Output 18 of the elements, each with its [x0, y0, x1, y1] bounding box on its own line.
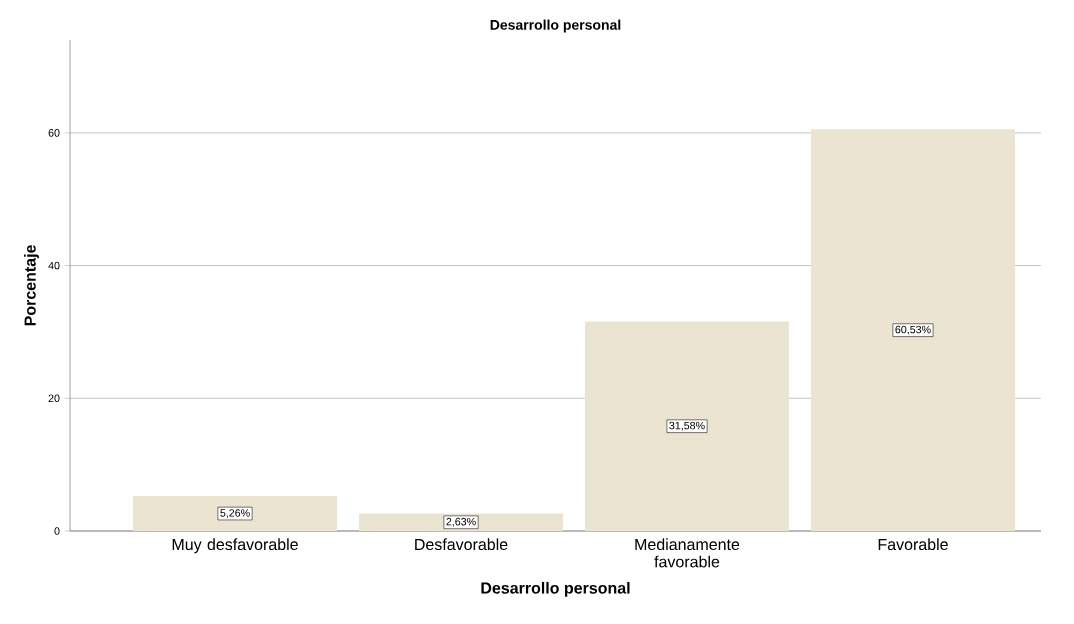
data-label: 2,63%: [446, 517, 476, 527]
bar: [133, 496, 338, 531]
chart-title: Desarrollo personal: [490, 19, 621, 33]
x-tick-label: Medianamente favorable: [635, 538, 740, 568]
y-axis-title: Porcentaje: [24, 245, 39, 326]
x-tick-label: Desfavorable: [415, 538, 508, 551]
y-tick-label: 60: [48, 129, 60, 137]
data-label: 31,58%: [669, 421, 705, 431]
x-tick-label: Favorable: [878, 538, 948, 551]
y-tick-label: 0: [54, 527, 60, 535]
y-tick-label: 20: [48, 394, 60, 403]
y-tick-label: 40: [48, 261, 60, 270]
bar: [810, 129, 1015, 531]
x-axis-title: Desarrollo personal: [481, 581, 630, 597]
bar: [585, 321, 789, 531]
data-label: 60,53%: [895, 325, 931, 335]
x-tick-label: Muy desfavorable: [172, 538, 298, 554]
data-label: 5,26%: [220, 509, 250, 518]
